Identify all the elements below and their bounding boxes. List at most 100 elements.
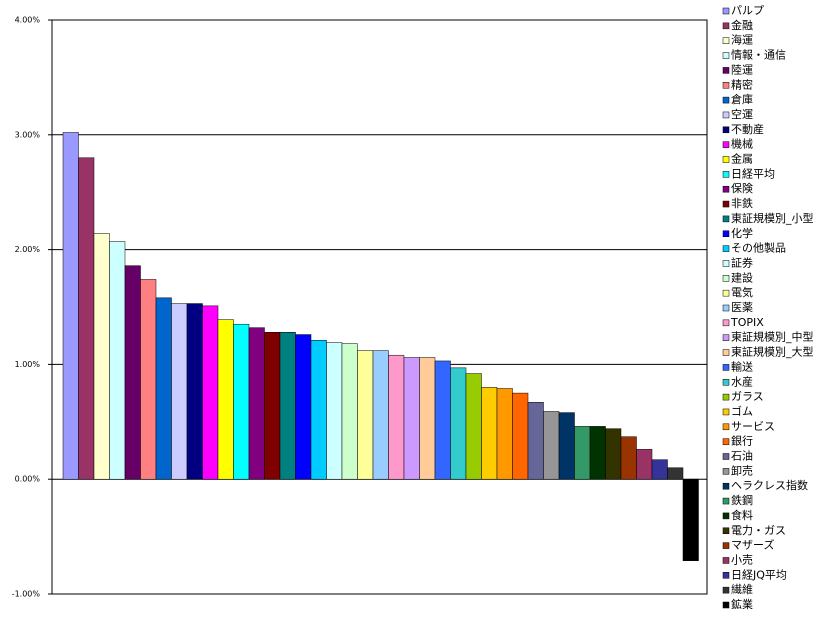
legend-label: 空運 xyxy=(731,107,753,121)
bar xyxy=(62,132,79,480)
legend-label: パルプ xyxy=(731,4,764,17)
legend-swatch xyxy=(722,289,730,297)
bar xyxy=(155,297,172,480)
legend-swatch xyxy=(722,37,730,44)
legend-swatch xyxy=(722,497,730,505)
legend-swatch xyxy=(722,67,730,74)
legend-swatch xyxy=(722,542,730,549)
bar xyxy=(326,342,343,480)
bar xyxy=(481,387,498,480)
legend-swatch xyxy=(722,230,730,237)
legend-label: 機械 xyxy=(731,137,753,151)
legend-label: マザーズ xyxy=(731,538,774,552)
bar xyxy=(450,367,467,480)
bar xyxy=(574,426,591,480)
legend-label: 非鉄 xyxy=(731,196,753,210)
legend-swatch xyxy=(722,275,730,282)
bar xyxy=(403,357,420,480)
bar xyxy=(140,279,157,480)
legend-label: 陸運 xyxy=(731,63,753,76)
bar xyxy=(310,340,327,480)
bar xyxy=(419,357,436,480)
bar xyxy=(357,350,374,480)
legend-label: TOPIX xyxy=(730,316,764,329)
legend-swatch xyxy=(722,423,730,431)
legend-label: 石油 xyxy=(731,449,753,463)
legend-swatch xyxy=(722,245,730,252)
legend-label: 東証規模別_中型 xyxy=(731,330,814,344)
legend-label: 精密 xyxy=(731,77,753,91)
legend-label: 電気 xyxy=(731,285,753,299)
legend-swatch xyxy=(722,364,730,371)
bar xyxy=(496,388,513,480)
legend-swatch xyxy=(722,453,730,460)
legend-label: 建設 xyxy=(731,270,753,284)
bar xyxy=(295,334,312,480)
bar xyxy=(651,459,668,480)
legend-label: 鉱業 xyxy=(731,597,753,611)
legend-label: 証券 xyxy=(731,255,753,269)
legend-label: 鉄鋼 xyxy=(731,493,753,507)
bar xyxy=(465,373,482,480)
legend-label: サービス xyxy=(731,420,775,433)
legend-label: 化学 xyxy=(731,226,753,240)
y-tick-label: 2.00% xyxy=(15,245,41,254)
legend-swatch xyxy=(722,601,730,609)
legend-label: 水産 xyxy=(731,375,753,388)
legend-swatch xyxy=(722,141,730,148)
legend-label: 銀行 xyxy=(731,434,753,448)
bar xyxy=(217,319,234,480)
legend-label: 海運 xyxy=(731,33,753,47)
legend-label: 小売 xyxy=(731,553,753,566)
y-tick-label: 3.00% xyxy=(15,130,41,139)
legend-swatch xyxy=(722,200,730,208)
legend-swatch xyxy=(722,349,730,356)
legend-swatch xyxy=(722,468,730,475)
bar xyxy=(527,402,544,480)
legend-label: 金属 xyxy=(731,152,753,166)
legend-label: 不動産 xyxy=(731,122,764,136)
y-tick-label: 0.00% xyxy=(15,475,41,484)
y-tick-label: -1.00% xyxy=(12,590,41,599)
legend-swatch xyxy=(722,334,730,341)
legend-label: 食料 xyxy=(731,508,753,522)
bar xyxy=(124,265,141,480)
legend-swatch xyxy=(722,82,730,89)
legend-swatch xyxy=(722,304,730,312)
bar xyxy=(589,426,606,480)
legend-swatch xyxy=(722,482,730,490)
legend-swatch xyxy=(722,408,730,416)
legend-swatch xyxy=(722,260,730,267)
bar xyxy=(620,436,637,480)
legend-swatch xyxy=(722,96,730,104)
legend-swatch xyxy=(722,379,730,386)
bar xyxy=(233,323,250,480)
legend-swatch xyxy=(722,171,730,178)
legend-label: 倉庫 xyxy=(731,92,753,106)
legend-label: 金融 xyxy=(731,18,753,32)
bar xyxy=(78,157,95,480)
legend-label: 輸送 xyxy=(731,359,753,373)
legend-label: 電力・ガス xyxy=(731,524,786,537)
bar xyxy=(388,354,405,480)
legend-swatch xyxy=(722,557,730,564)
legend-label: 日経平均 xyxy=(731,167,775,180)
bar xyxy=(171,303,188,480)
legend-label: ヘラクレス指数 xyxy=(731,478,808,492)
bar xyxy=(186,303,203,480)
legend-swatch xyxy=(722,586,730,594)
legend-swatch xyxy=(722,215,730,223)
legend-label: 情報・通信 xyxy=(731,49,786,62)
bar xyxy=(248,327,265,480)
legend-swatch xyxy=(722,572,730,579)
bar xyxy=(372,350,389,480)
legend-label: 東証規模別_大型 xyxy=(731,345,814,359)
legend-swatch xyxy=(722,393,730,401)
bar xyxy=(93,233,110,480)
legend-swatch xyxy=(722,319,730,327)
legend-swatch xyxy=(722,7,730,15)
bar xyxy=(667,467,684,480)
legend-swatch xyxy=(722,185,730,193)
legend-swatch xyxy=(722,111,730,119)
y-tick-label: 4.00% xyxy=(15,16,41,25)
